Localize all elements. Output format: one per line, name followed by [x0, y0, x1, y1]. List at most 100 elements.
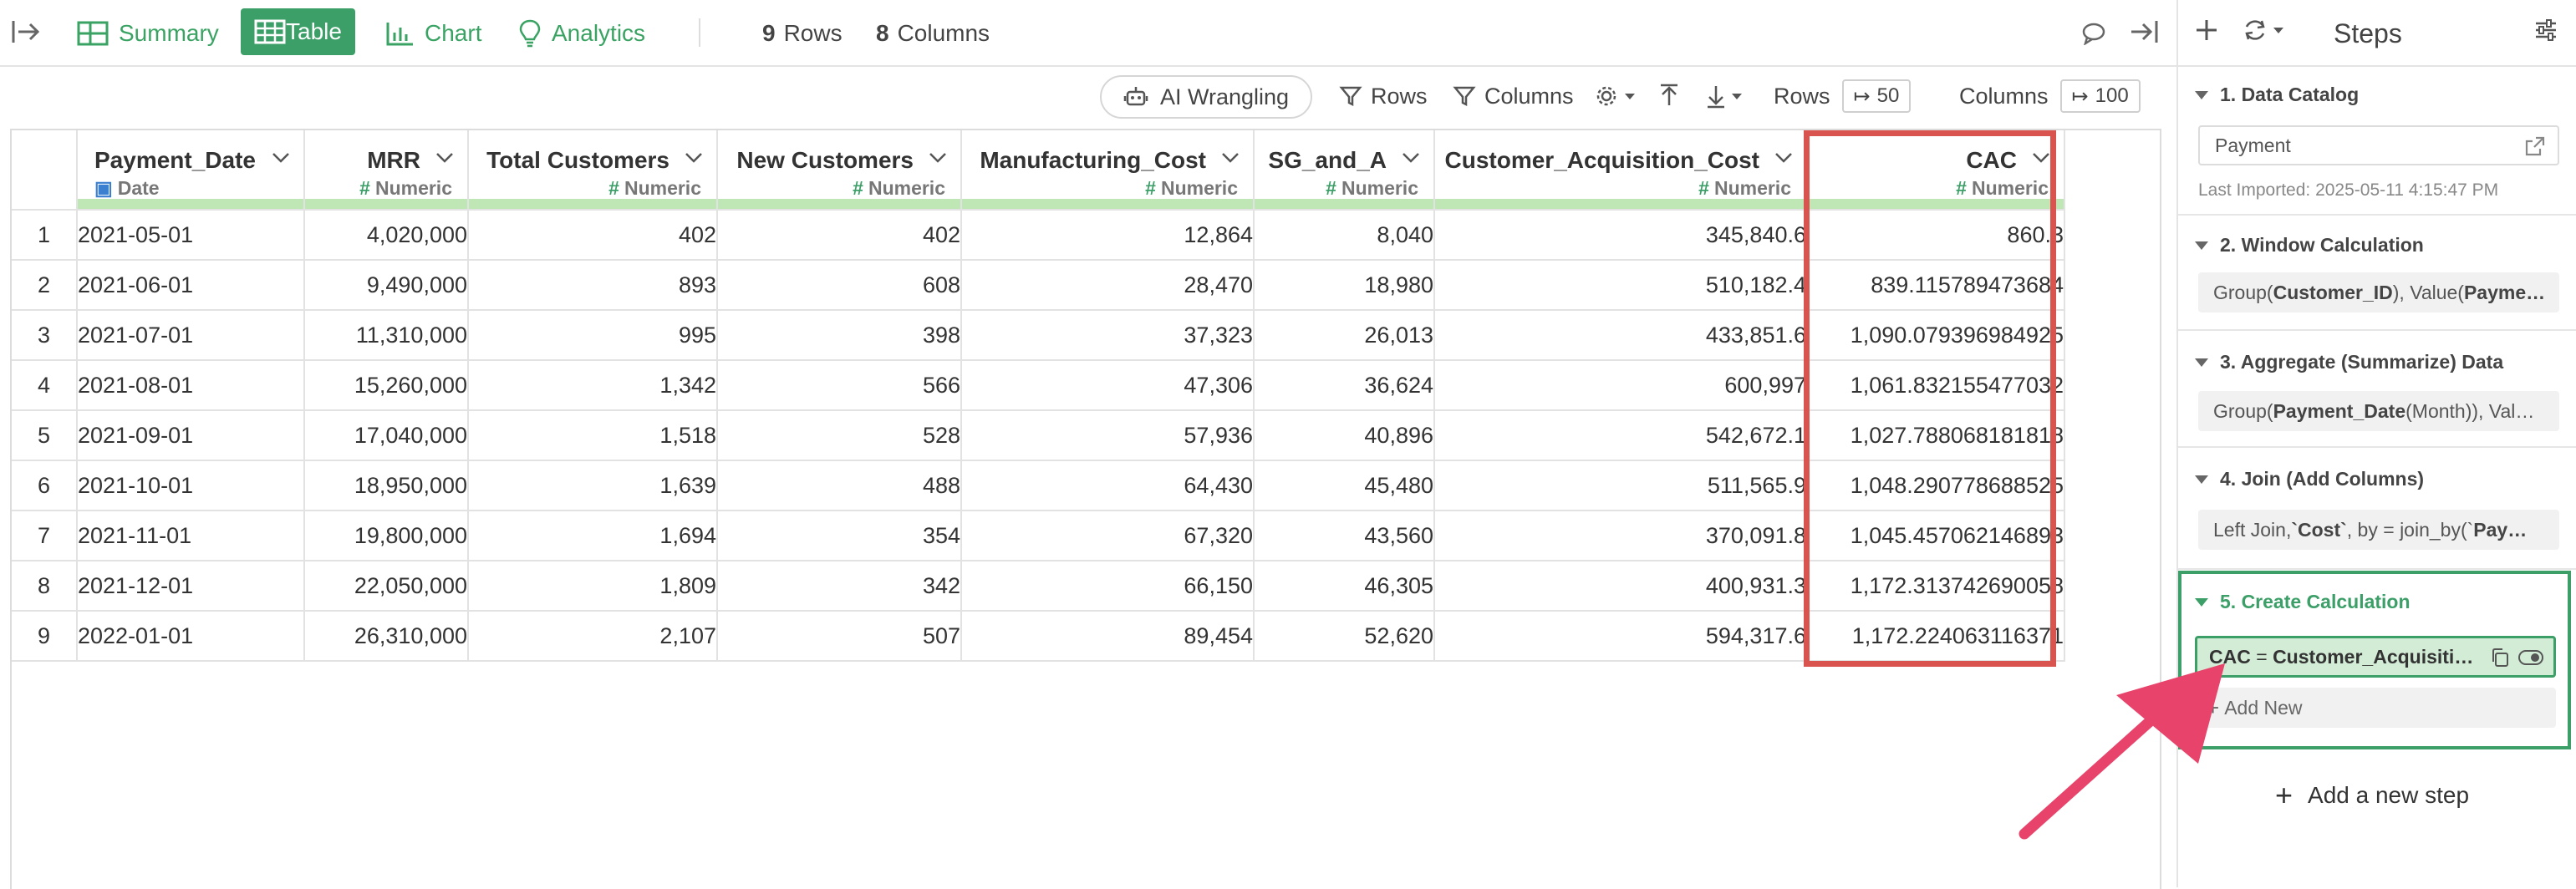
- data-catalog-source[interactable]: Payment: [2198, 125, 2559, 165]
- table-cell[interactable]: 1,518: [468, 410, 718, 461]
- table-cell[interactable]: 2021-08-01: [77, 360, 305, 411]
- table-cell[interactable]: 2021-06-01: [77, 260, 305, 311]
- table-cell[interactable]: 528: [717, 410, 962, 461]
- rows-filter-button[interactable]: Rows: [1339, 77, 1428, 115]
- table-cell[interactable]: 89,454: [961, 611, 1255, 662]
- table-cell[interactable]: 542,672.1: [1434, 410, 1808, 461]
- table-cell[interactable]: 566: [717, 360, 962, 411]
- step-create-calculation[interactable]: 5. Create Calculation CAC = Customer_Acq…: [2178, 571, 2571, 749]
- table-cell[interactable]: 511,565.9: [1434, 460, 1808, 511]
- table-cell[interactable]: 893: [468, 260, 718, 311]
- table-cell[interactable]: 2021-09-01: [77, 410, 305, 461]
- table-cell[interactable]: 18,950,000: [304, 460, 469, 511]
- table-cell[interactable]: 18,980: [1254, 260, 1435, 311]
- table-cell[interactable]: 995: [468, 310, 718, 361]
- table-cell[interactable]: 67,320: [961, 511, 1255, 561]
- table-cell[interactable]: 1,342: [468, 360, 718, 411]
- table-cell[interactable]: 57,936: [961, 410, 1255, 461]
- table-cell[interactable]: 400,931.3: [1434, 561, 1808, 612]
- table-cell[interactable]: 2022-01-01: [77, 611, 305, 662]
- table-cell[interactable]: 4,020,000: [304, 210, 469, 261]
- column-header[interactable]: Manufacturing_Cost # Numeric: [961, 130, 1255, 211]
- add-new-step-button[interactable]: + Add a new step: [2275, 780, 2469, 810]
- refresh-menu-button[interactable]: [2242, 17, 2285, 43]
- table-cell[interactable]: 2021-10-01: [77, 460, 305, 511]
- column-header[interactable]: Customer_Acquisition_Cost # Numeric: [1434, 130, 1808, 211]
- table-cell[interactable]: 64,430: [961, 460, 1255, 511]
- table-cell[interactable]: 28,470: [961, 260, 1255, 311]
- tab-analytics[interactable]: Analytics: [518, 17, 645, 50]
- chevron-down-icon[interactable]: [1774, 152, 1793, 164]
- table-cell[interactable]: 1,639: [468, 460, 718, 511]
- chevron-down-icon[interactable]: [272, 152, 290, 164]
- table-cell[interactable]: 2021-05-01: [77, 210, 305, 261]
- ai-wrangling-button[interactable]: AI Wrangling: [1100, 75, 1313, 119]
- step-summary[interactable]: Group(Payment_Date (Month)), Val…: [2198, 391, 2559, 431]
- chevron-down-icon[interactable]: [1402, 152, 1420, 164]
- upload-icon[interactable]: [1658, 77, 1680, 115]
- column-header[interactable]: MRR # Numeric: [304, 130, 469, 211]
- table-cell[interactable]: 342: [717, 561, 962, 612]
- step-data-catalog[interactable]: 1. Data Catalog Payment Last Imported: 2…: [2178, 67, 2576, 216]
- table-cell[interactable]: 600,997: [1434, 360, 1808, 411]
- table-cell[interactable]: 594,317.6: [1434, 611, 1808, 662]
- copy-icon[interactable]: [2490, 648, 2510, 673]
- table-cell[interactable]: 608: [717, 260, 962, 311]
- table-cell[interactable]: 488: [717, 460, 962, 511]
- tab-table[interactable]: Table: [241, 8, 355, 55]
- table-cell[interactable]: 47,306: [961, 360, 1255, 411]
- tab-summary[interactable]: Summary: [77, 17, 219, 50]
- column-header[interactable]: CAC # Numeric: [1807, 130, 2065, 211]
- settings-menu-button[interactable]: [1595, 77, 1637, 115]
- table-cell[interactable]: 37,323: [961, 310, 1255, 361]
- table-cell[interactable]: 43,560: [1254, 511, 1435, 561]
- chevron-down-icon[interactable]: [685, 152, 703, 164]
- table-cell[interactable]: 507: [717, 611, 962, 662]
- external-link-icon[interactable]: [2524, 135, 2546, 162]
- collapse-right-icon[interactable]: [2128, 15, 2160, 48]
- table-cell[interactable]: 1,172.224063116371: [1807, 611, 2065, 662]
- table-cell[interactable]: 45,480: [1254, 460, 1435, 511]
- step-summary[interactable]: Left Join, `Cost`, by = join_by(` Pay…: [2198, 510, 2559, 550]
- table-cell[interactable]: 402: [717, 210, 962, 261]
- table-cell[interactable]: 26,310,000: [304, 611, 469, 662]
- rows-limit-input[interactable]: ↦ 50: [1841, 79, 1912, 113]
- table-cell[interactable]: 52,620: [1254, 611, 1435, 662]
- table-cell[interactable]: 9,490,000: [304, 260, 469, 311]
- table-cell[interactable]: 66,150: [961, 561, 1255, 612]
- chevron-down-icon[interactable]: [1221, 152, 1240, 164]
- chevron-down-icon[interactable]: [435, 152, 454, 164]
- table-cell[interactable]: 402: [468, 210, 718, 261]
- table-cell[interactable]: 40,896: [1254, 410, 1435, 461]
- column-header[interactable]: Total Customers # Numeric: [468, 130, 718, 211]
- table-cell[interactable]: 2021-07-01: [77, 310, 305, 361]
- tab-chart[interactable]: Chart: [386, 17, 481, 50]
- table-cell[interactable]: 2021-11-01: [77, 511, 305, 561]
- table-cell[interactable]: 510,182.4: [1434, 260, 1808, 311]
- download-menu-button[interactable]: [1705, 77, 1744, 115]
- collapse-left-icon[interactable]: [10, 15, 42, 48]
- add-new-calculation-button[interactable]: + Add New: [2195, 688, 2556, 728]
- table-cell[interactable]: 1,027.788068181818: [1807, 410, 2065, 461]
- table-cell[interactable]: 11,310,000: [304, 310, 469, 361]
- calculation-item[interactable]: CAC = Customer_Acquisiti…: [2195, 636, 2556, 678]
- columns-filter-button[interactable]: Columns: [1453, 77, 1574, 115]
- table-cell[interactable]: 22,050,000: [304, 561, 469, 612]
- table-cell[interactable]: 1,061.832155477032: [1807, 360, 2065, 411]
- table-cell[interactable]: 1,694: [468, 511, 718, 561]
- table-cell[interactable]: 26,013: [1254, 310, 1435, 361]
- table-cell[interactable]: 17,040,000: [304, 410, 469, 461]
- table-cell[interactable]: 46,305: [1254, 561, 1435, 612]
- table-cell[interactable]: 1,809: [468, 561, 718, 612]
- table-cell[interactable]: 1,172.313742690058: [1807, 561, 2065, 612]
- plus-icon[interactable]: [2193, 17, 2220, 48]
- table-cell[interactable]: 433,851.6: [1434, 310, 1808, 361]
- step-window-calculation[interactable]: 2. Window Calculation Group(Customer_ID)…: [2178, 216, 2576, 331]
- comment-icon[interactable]: [2081, 17, 2106, 50]
- table-cell[interactable]: 860.3: [1807, 210, 2065, 261]
- step-aggregate-data[interactable]: 3. Aggregate (Summarize) Data Group(Paym…: [2178, 331, 2576, 448]
- table-cell[interactable]: 12,864: [961, 210, 1255, 261]
- table-cell[interactable]: 2021-12-01: [77, 561, 305, 612]
- step-join-add-columns[interactable]: 4. Join (Add Columns) Left Join, `Cost`,…: [2178, 448, 2576, 570]
- column-header[interactable]: SG_and_A # Numeric: [1254, 130, 1435, 211]
